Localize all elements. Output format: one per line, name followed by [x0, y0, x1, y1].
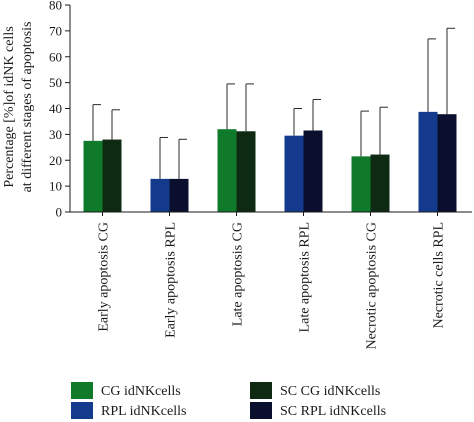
- y-tick-label: 10: [49, 179, 62, 194]
- y-tick-label: 40: [49, 101, 62, 116]
- x-category-label: Early apoptosis CG: [97, 222, 112, 332]
- bar: [102, 139, 122, 212]
- legend: CG idNKcells SC CG idNKcells RPL idNKcells…: [71, 382, 386, 419]
- bar: [236, 131, 256, 212]
- y-tick-label: 20: [49, 153, 62, 168]
- error-bars: [92, 27, 455, 179]
- legend-swatch: [71, 382, 93, 399]
- y-tick-label: 0: [56, 205, 63, 220]
- bar: [217, 129, 237, 212]
- bar: [418, 111, 438, 212]
- x-category-label: Early apoptosis RPL: [164, 222, 179, 338]
- y-tick-label: 50: [49, 75, 62, 90]
- y-axis-label-line-2: at different stages of apoptosis: [20, 22, 35, 193]
- legend-label: RPL idNKcells: [101, 404, 186, 419]
- legend-swatch: [71, 402, 93, 419]
- y-tick-label: 70: [49, 23, 62, 38]
- bar: [437, 114, 457, 212]
- y-tick-label: 60: [49, 49, 62, 64]
- y-tick-label: 30: [49, 127, 62, 142]
- x-category-label: Necrotic apoptosis CG: [365, 222, 380, 350]
- bar: [303, 130, 323, 212]
- legend-label: CG idNKcells: [101, 384, 181, 399]
- y-tick-label: 80: [49, 0, 62, 13]
- legend-label: SC CG idNKcells: [280, 384, 380, 399]
- legend-swatch: [250, 382, 272, 399]
- x-category-label: Late apoptosis RPL: [298, 222, 313, 332]
- bars: [83, 111, 457, 212]
- bar: [169, 178, 189, 212]
- y-axis-label: Percentage [%]of idNK cells at different…: [2, 22, 35, 193]
- bar: [370, 154, 390, 212]
- legend-swatch: [250, 402, 272, 419]
- y-axis-label-line-1: Percentage [%]of idNK cells: [2, 26, 17, 187]
- y-axis-ticks: 0 10 20 30 40 50 60 70 80: [49, 0, 70, 220]
- legend-label: SC RPL idNKcells: [280, 404, 386, 419]
- x-category-label: Late apoptosis CG: [231, 222, 246, 326]
- x-category-label: Necrotic cells RPL: [432, 222, 447, 329]
- bar: [284, 135, 304, 212]
- bar: [150, 178, 170, 212]
- bar: [351, 156, 371, 212]
- x-axis-category-labels: Early apoptosis CG Early apoptosis RPL Lat…: [97, 212, 447, 350]
- bar: [83, 140, 103, 212]
